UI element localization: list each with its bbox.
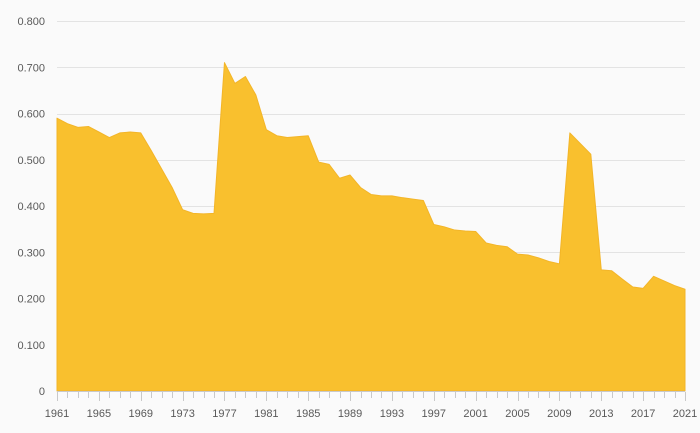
series-area[interactable] [56, 62, 686, 392]
x-tick-label: 1965 [87, 408, 111, 420]
y-tick-label: 0.500 [17, 155, 45, 167]
x-tick-label: 2013 [589, 408, 613, 420]
y-tick-label: 0.300 [17, 247, 45, 259]
y-tick-label: 0.800 [17, 16, 45, 28]
x-tick-label: 1989 [338, 408, 362, 420]
x-tick-label: 1993 [380, 408, 404, 420]
y-tick-label: 0.100 [17, 340, 45, 352]
x-tick-label: 2005 [505, 408, 529, 420]
x-tick-label: 2001 [463, 408, 487, 420]
y-tick-label: 0.600 [17, 109, 45, 121]
y-tick-label: 0 [39, 386, 45, 398]
x-axis-group [57, 391, 686, 401]
x-tick-labels-group: 1961 1965 1969 1973 1977 1981 1985 1989 1993 1997… [45, 408, 697, 420]
y-tick-label: 0.700 [17, 62, 45, 74]
x-tick-label: 1961 [45, 408, 69, 420]
x-tick-label: 2009 [547, 408, 571, 420]
x-tick-label: 2017 [631, 408, 655, 420]
y-tick-label: 0.400 [17, 201, 45, 213]
x-tick-label: 1977 [212, 408, 236, 420]
series-area-group[interactable] [56, 62, 686, 392]
x-tick-label: 1985 [296, 408, 320, 420]
x-tick-label: 1997 [422, 408, 446, 420]
x-tick-label: 1973 [170, 408, 194, 420]
y-tick-label: 0.200 [17, 294, 45, 306]
x-tick-label: 1969 [128, 408, 152, 420]
x-tick-label: 1981 [254, 408, 278, 420]
x-tick-label: 2021 [673, 408, 697, 420]
y-tick-labels-group: 0 0.100 0.200 0.300 0.400 0.500 0.600 0.700 0.80… [17, 16, 45, 398]
